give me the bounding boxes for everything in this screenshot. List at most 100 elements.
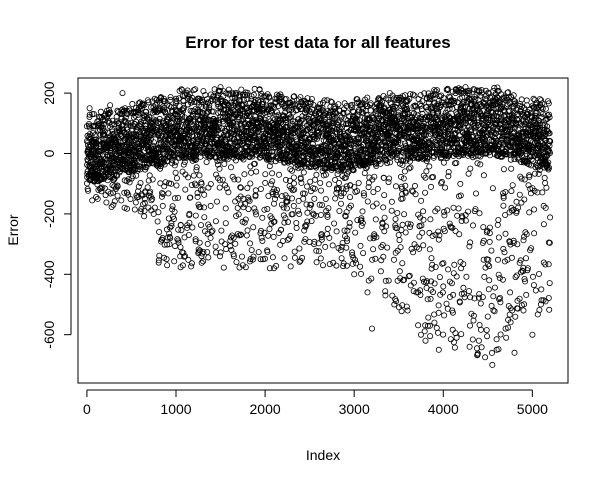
data-point xyxy=(175,237,182,244)
data-point xyxy=(168,220,175,227)
data-point xyxy=(97,131,104,138)
data-point xyxy=(269,254,276,261)
data-point xyxy=(521,196,528,203)
data-point xyxy=(407,164,414,171)
data-point xyxy=(123,178,130,185)
data-point xyxy=(193,164,200,171)
data-point xyxy=(451,344,458,351)
data-point xyxy=(488,247,495,254)
data-point xyxy=(91,132,98,139)
data-point xyxy=(243,232,250,239)
data-point xyxy=(100,125,107,132)
data-point xyxy=(194,193,201,200)
data-point xyxy=(465,170,472,177)
data-point xyxy=(381,214,388,221)
data-point xyxy=(107,109,114,116)
data-point xyxy=(397,244,404,251)
data-point xyxy=(476,321,483,328)
data-point xyxy=(141,102,148,109)
data-point xyxy=(295,207,302,214)
data-point xyxy=(303,183,310,190)
data-point xyxy=(313,259,320,266)
data-point xyxy=(482,354,489,361)
data-point xyxy=(171,162,178,169)
data-point xyxy=(162,179,169,186)
data-point xyxy=(135,111,142,118)
data-point xyxy=(435,309,442,316)
data-point xyxy=(456,231,463,238)
data-point xyxy=(234,204,241,211)
data-point xyxy=(265,232,272,239)
data-point xyxy=(494,256,501,263)
data-point xyxy=(523,255,530,262)
data-point xyxy=(311,185,318,192)
data-point xyxy=(255,249,262,256)
data-point xyxy=(185,174,192,181)
data-point xyxy=(502,230,509,237)
data-point xyxy=(97,146,104,153)
data-point xyxy=(145,99,152,106)
data-point xyxy=(500,245,507,252)
data-point xyxy=(259,237,266,244)
data-point xyxy=(496,274,503,281)
data-point xyxy=(167,96,174,103)
data-point xyxy=(172,169,179,176)
data-point xyxy=(497,331,504,338)
data-point xyxy=(420,242,427,249)
data-point xyxy=(164,241,171,248)
data-point xyxy=(150,128,157,135)
data-point xyxy=(326,261,333,268)
data-point xyxy=(94,195,101,202)
data-point xyxy=(494,221,501,228)
data-point xyxy=(86,111,93,118)
data-point xyxy=(174,194,181,201)
data-point xyxy=(168,180,175,187)
data-point xyxy=(284,218,291,225)
data-point xyxy=(196,172,203,179)
data-point xyxy=(354,188,361,195)
data-point xyxy=(248,169,255,176)
data-point xyxy=(121,189,128,196)
data-point xyxy=(188,260,195,267)
data-point xyxy=(189,224,196,231)
data-point xyxy=(293,224,300,231)
data-point xyxy=(169,203,176,210)
data-point xyxy=(247,180,254,187)
data-point xyxy=(127,195,134,202)
data-point xyxy=(135,183,142,190)
data-point xyxy=(457,180,464,187)
data-point xyxy=(445,266,452,273)
data-point xyxy=(357,263,364,270)
data-point xyxy=(179,262,186,269)
data-point xyxy=(370,246,377,253)
data-point xyxy=(338,255,345,262)
data-point xyxy=(104,177,111,184)
data-point xyxy=(380,204,387,211)
data-point xyxy=(244,227,251,234)
data-point xyxy=(450,270,457,277)
data-point xyxy=(131,206,138,213)
data-point xyxy=(146,189,153,196)
data-point xyxy=(218,227,225,234)
data-point xyxy=(440,331,447,338)
data-point xyxy=(434,329,441,336)
data-point xyxy=(419,229,426,236)
data-point xyxy=(251,205,258,212)
data-point xyxy=(291,248,298,255)
data-point xyxy=(392,183,399,190)
data-point xyxy=(179,168,186,175)
data-point xyxy=(311,176,318,183)
data-point xyxy=(495,234,502,241)
data-point xyxy=(481,273,488,280)
data-point xyxy=(330,259,337,266)
data-point xyxy=(500,166,507,173)
data-point xyxy=(220,264,227,271)
data-point xyxy=(207,234,214,241)
data-point xyxy=(358,222,365,229)
data-point xyxy=(191,99,198,106)
data-point xyxy=(512,313,519,320)
data-point xyxy=(178,106,185,113)
data-point xyxy=(426,163,433,170)
data-point xyxy=(472,190,479,197)
